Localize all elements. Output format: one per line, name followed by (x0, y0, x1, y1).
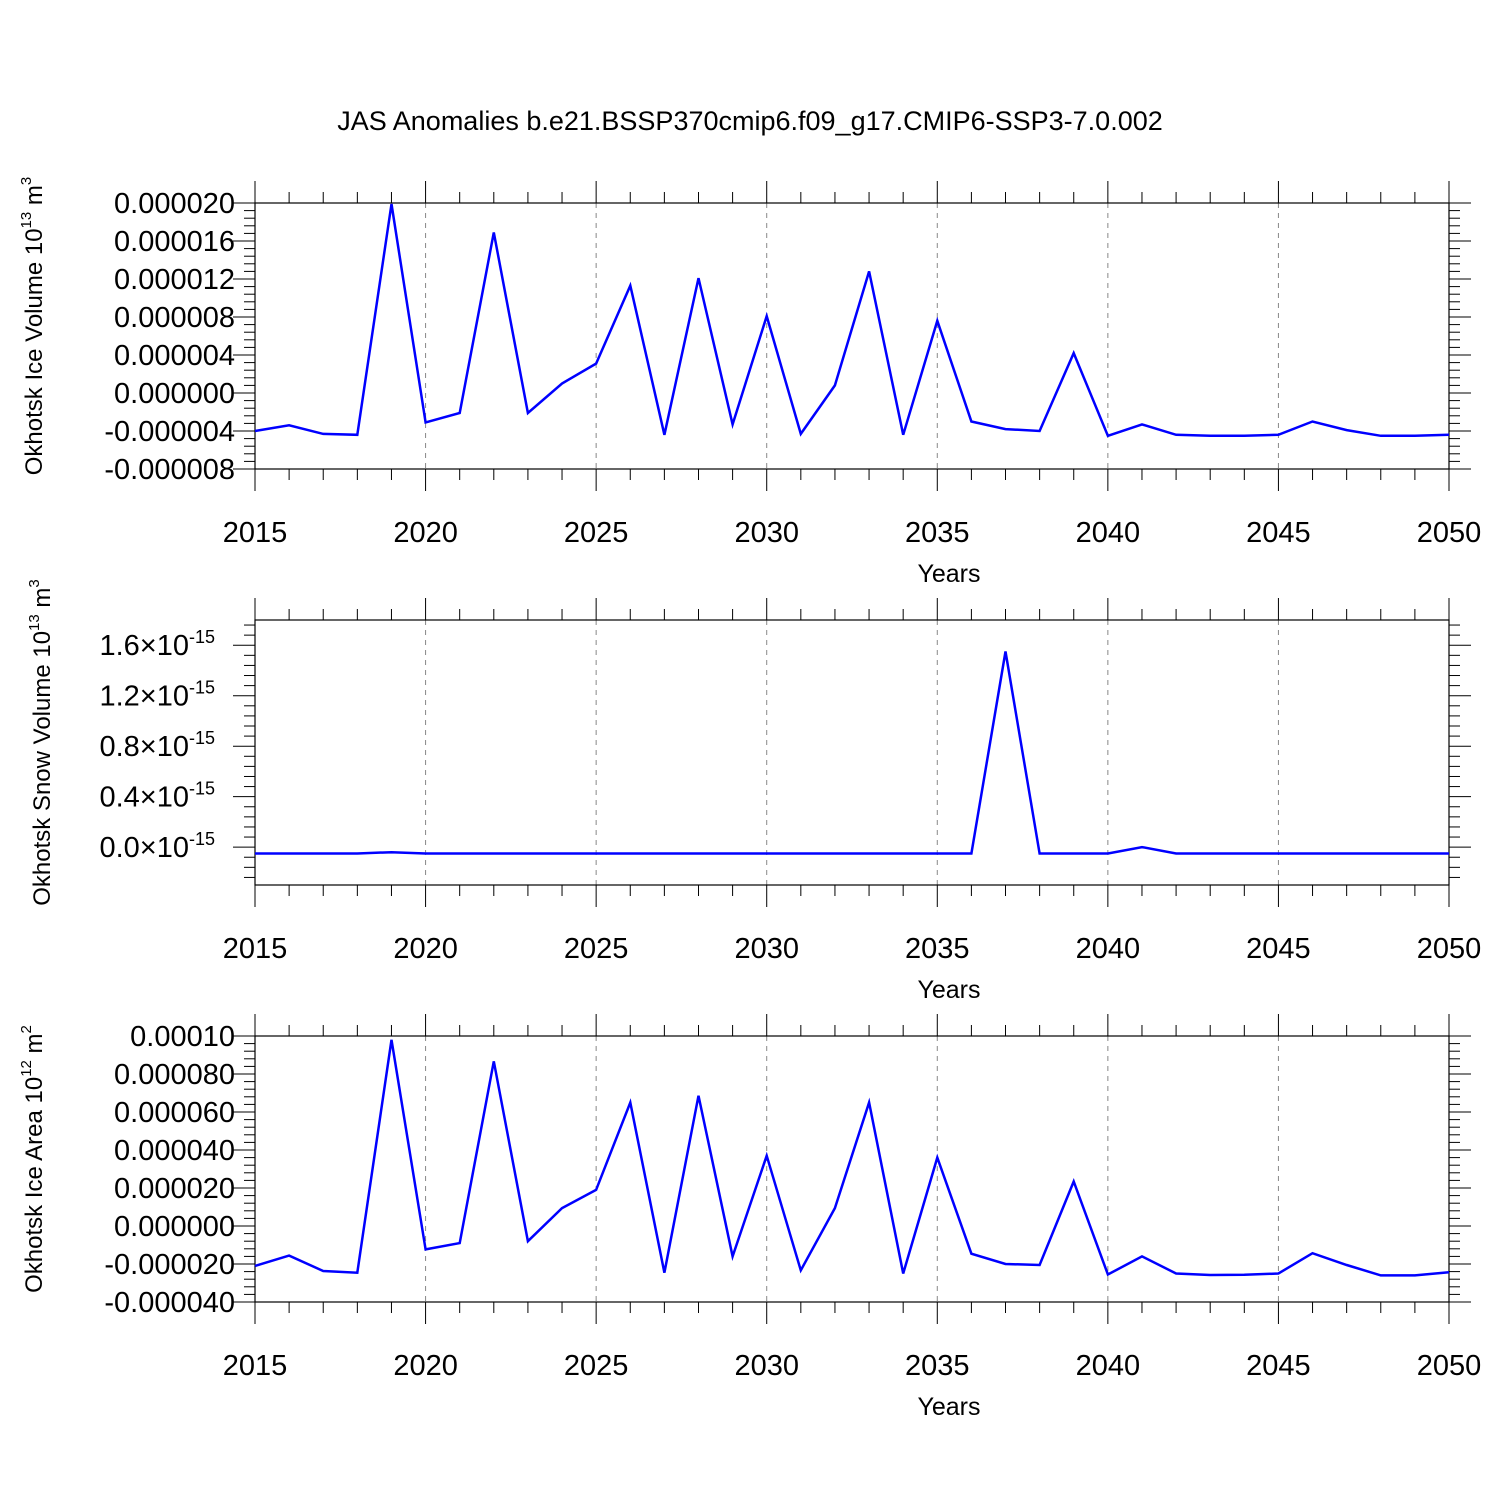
series-line (254, 203, 1450, 438)
y-tick-times: ×10 (140, 630, 189, 662)
y-label-unit-exponent: 2 (18, 1025, 35, 1033)
y-tick-label: 0.000000 (114, 378, 235, 410)
y-tick-exponent: -15 (189, 779, 215, 799)
y-tick-label: -0.000040 (104, 1287, 235, 1319)
x-axis-label: Years (917, 1393, 980, 1421)
x-tick-label: 2015 (223, 517, 288, 549)
series-line (255, 651, 1449, 855)
y-tick-label: 0.000020 (114, 188, 235, 220)
y-tick-times: ×10 (140, 731, 189, 763)
x-axis-ticks (254, 181, 1450, 491)
y-tick-label: -0.000020 (104, 1249, 235, 1281)
x-tick-label: 2030 (734, 517, 799, 549)
y-axis-ticks (233, 624, 1471, 878)
x-tick-label: 2025 (564, 1350, 629, 1382)
y-tick-label: 0.000000 (114, 1211, 235, 1243)
y-axis-ticks (233, 1035, 1471, 1303)
y-tick-times: ×10 (140, 681, 189, 713)
y-tick-label: -0.000008 (104, 454, 235, 486)
chart-panel-3: 2015 2020 2025 2030 2035 2040 2045 2050 Years -0.… (18, 1014, 1481, 1421)
y-tick-label: 0.000016 (114, 226, 235, 258)
x-tick-label: 2025 (564, 933, 629, 965)
y-tick-label: 0.000040 (114, 1135, 235, 1167)
series-points (254, 651, 1450, 854)
y-tick-exponent: -15 (189, 678, 215, 698)
y-label-text: Okhotsk Ice Area 10 (21, 1077, 48, 1293)
x-tick-label: 2035 (905, 933, 970, 965)
y-tick-mantissa: 0.0 (99, 832, 139, 864)
series-line (254, 1039, 1450, 1277)
x-tick-label: 2040 (1076, 933, 1141, 965)
y-axis-label: Okhotsk Ice Volume 1013 m3 (18, 177, 48, 476)
y-axis-label: Okhotsk Ice Area 1012 m2 (18, 1025, 48, 1293)
x-tick-label: 2045 (1246, 933, 1311, 965)
y-tick-label: 0.000020 (114, 1173, 235, 1205)
y-label-exponent: 13 (26, 614, 43, 631)
y-tick-times: ×10 (140, 832, 189, 864)
x-axis-label: Years (917, 976, 980, 1004)
x-tick-label: 2030 (734, 933, 799, 965)
y-label-unit-exponent: 3 (26, 579, 43, 587)
y-label-exponent: 13 (18, 212, 35, 229)
y-tick-label: 0.000004 (114, 340, 235, 372)
y-tick-label: 1.2×10-15 (99, 678, 215, 713)
x-axis-ticks (254, 598, 1450, 907)
y-tick-label: 0.000008 (114, 302, 235, 334)
series-points (254, 1039, 1450, 1276)
x-axis-label: Years (917, 560, 980, 588)
y-label-exponent: 12 (18, 1060, 35, 1077)
y-tick-label: 0.000012 (114, 264, 235, 296)
y-label-unit-exponent: 3 (18, 177, 35, 185)
chart-panel-1: 2015 2020 2025 2030 2035 2040 2045 2050 Years -0.… (18, 177, 1481, 588)
y-label-unit: m (21, 185, 48, 212)
y-tick-label: 0.000060 (114, 1097, 235, 1129)
y-tick-mantissa: 0.8 (99, 731, 139, 763)
x-tick-label: 2050 (1417, 1350, 1482, 1382)
series-points (254, 203, 1450, 436)
x-tick-label: 2045 (1246, 1350, 1311, 1382)
y-tick-label: 1.6×10-15 (99, 627, 215, 662)
x-tick-label: 2020 (393, 933, 458, 965)
y-tick-mantissa: 0.4 (99, 782, 139, 814)
x-axis-ticks (254, 1014, 1450, 1324)
plot-frame (254, 202, 1450, 470)
x-tick-label: 2015 (223, 1350, 288, 1382)
x-tick-label: 2035 (905, 1350, 970, 1382)
y-label-unit: m (29, 588, 56, 615)
x-tick-label: 2020 (393, 1350, 458, 1382)
x-tick-label: 2050 (1417, 933, 1482, 965)
y-tick-mantissa: 1.6 (99, 630, 139, 662)
y-label-text: Okhotsk Snow Volume 10 (29, 631, 56, 906)
x-tick-label: 2015 (223, 933, 288, 965)
x-tick-label: 2050 (1417, 517, 1482, 549)
chart-panel-2: 2015 2020 2025 2030 2035 2040 2045 2050 Years 0.0… (26, 579, 1481, 1004)
x-tick-label: 2040 (1076, 1350, 1141, 1382)
y-label-unit: m (21, 1033, 48, 1060)
y-tick-label: 0.00010 (130, 1021, 235, 1053)
y-tick-mantissa: 1.2 (99, 681, 139, 713)
y-tick-label: -0.000004 (104, 416, 235, 448)
x-tick-label: 2020 (393, 517, 458, 549)
y-tick-exponent: -15 (189, 627, 215, 647)
y-tick-exponent: -15 (189, 829, 215, 849)
x-tick-label: 2040 (1076, 517, 1141, 549)
y-tick-label: 0.8×10-15 (99, 728, 215, 763)
y-tick-label: 0.4×10-15 (99, 779, 215, 814)
plot-frame (254, 619, 1450, 886)
y-label-text: Okhotsk Ice Volume 10 (21, 228, 48, 475)
x-tick-label: 2030 (734, 1350, 799, 1382)
x-tick-label: 2025 (564, 517, 629, 549)
plot-frame (254, 1035, 1450, 1303)
figure-title: JAS Anomalies b.e21.BSSP370cmip6.f09_g17… (337, 106, 1163, 136)
panels: 2015 2020 2025 2030 2035 2040 2045 2050 Years -0.… (18, 177, 1481, 1421)
x-tick-label: 2045 (1246, 517, 1311, 549)
y-axis-label: Okhotsk Snow Volume 1013 m3 (26, 579, 56, 906)
x-tick-label: 2035 (905, 517, 970, 549)
y-axis-ticks (233, 202, 1471, 470)
y-tick-label: 0.000080 (114, 1059, 235, 1091)
y-tick-exponent: -15 (189, 728, 215, 748)
y-tick-label: 0.0×10-15 (99, 829, 215, 864)
y-tick-times: ×10 (140, 782, 189, 814)
